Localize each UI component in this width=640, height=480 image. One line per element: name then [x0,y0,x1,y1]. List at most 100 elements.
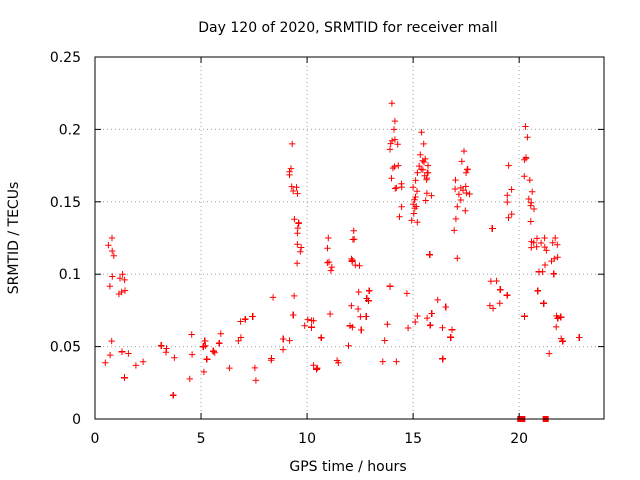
data-point [226,364,233,372]
data-point [404,324,412,332]
data-point [422,155,429,163]
x-tick-label: 20 [510,431,528,447]
data-point [237,318,244,325]
data-point [294,190,301,197]
data-point [462,183,469,190]
data-point [366,287,373,294]
data-point [392,185,399,192]
data-point [290,292,298,300]
data-point [496,300,503,307]
data-point [527,202,534,209]
data-point [386,146,394,153]
data-point [454,255,461,262]
data-point [448,326,456,333]
y-tick-label: 0.1 [59,267,81,283]
data-point [434,296,441,304]
data-point [294,224,301,232]
data-point [251,364,259,372]
data-point [298,244,305,251]
data-point [386,283,394,290]
data-point [521,156,528,163]
data-point [349,236,357,243]
data-point [381,337,388,344]
data-point [293,184,300,191]
data-point [424,162,432,169]
data-point [280,335,287,343]
data-point [290,187,297,195]
data-point [554,315,562,322]
data-point [489,225,496,232]
data-point [539,268,546,275]
data-point [439,355,446,363]
data-point [403,290,411,297]
data-point [324,245,331,252]
data-point [110,252,117,259]
data-point [546,350,553,357]
data-point [489,305,497,312]
data-point [294,241,301,248]
data-point [549,239,556,246]
data-point [327,267,335,274]
data-point [210,347,217,355]
data-point [418,129,425,136]
data-point [349,257,356,264]
data-point [279,346,287,353]
data-point [505,162,512,169]
data-point [395,162,402,169]
data-point [537,239,545,247]
data-point [412,193,419,201]
data-point [313,366,320,373]
y-tick-label: 0.05 [50,340,81,356]
data-point [242,316,249,323]
data-point [409,184,417,191]
data-point [352,261,359,269]
data-point [527,218,534,225]
data-point [115,290,123,298]
data-point [493,277,500,285]
data-point [293,260,301,267]
data-point [423,176,430,183]
data-point [541,243,548,251]
data-point [295,220,302,227]
data-point [391,163,398,170]
data-point [119,271,126,278]
data-point [287,165,295,172]
data-point [454,203,461,210]
data-point [398,203,405,210]
x-tick-label: 5 [197,431,206,447]
data-point [414,169,421,176]
data-point [391,136,399,143]
data-point [249,313,256,320]
data-point [553,323,560,331]
data-point [487,278,495,285]
data-point [310,362,317,369]
grid-lines [95,57,604,419]
data-point [201,337,209,345]
data-point [576,334,583,341]
data-point [554,254,561,261]
data-point [420,158,428,166]
data-point [252,377,260,384]
data-point [524,134,531,141]
data-point [393,358,400,365]
data-point [394,141,401,148]
data-point [355,288,362,296]
data-point [170,392,177,399]
data-point [525,195,532,203]
data-point [304,316,311,323]
data-point [522,123,529,130]
data-point [428,192,435,199]
x-tick-label: 15 [404,431,422,447]
data-point [125,350,132,357]
chart-title: Day 120 of 2020, SRMTID for receiver mal… [198,20,497,36]
data-point [348,255,355,263]
data-points [102,100,583,422]
data-point [420,140,427,148]
data-point [308,317,315,324]
data-point [384,321,391,328]
data-point [171,354,178,361]
data-point [121,374,128,381]
data-point [427,322,434,329]
data-point [424,169,432,176]
data-point [530,205,538,213]
